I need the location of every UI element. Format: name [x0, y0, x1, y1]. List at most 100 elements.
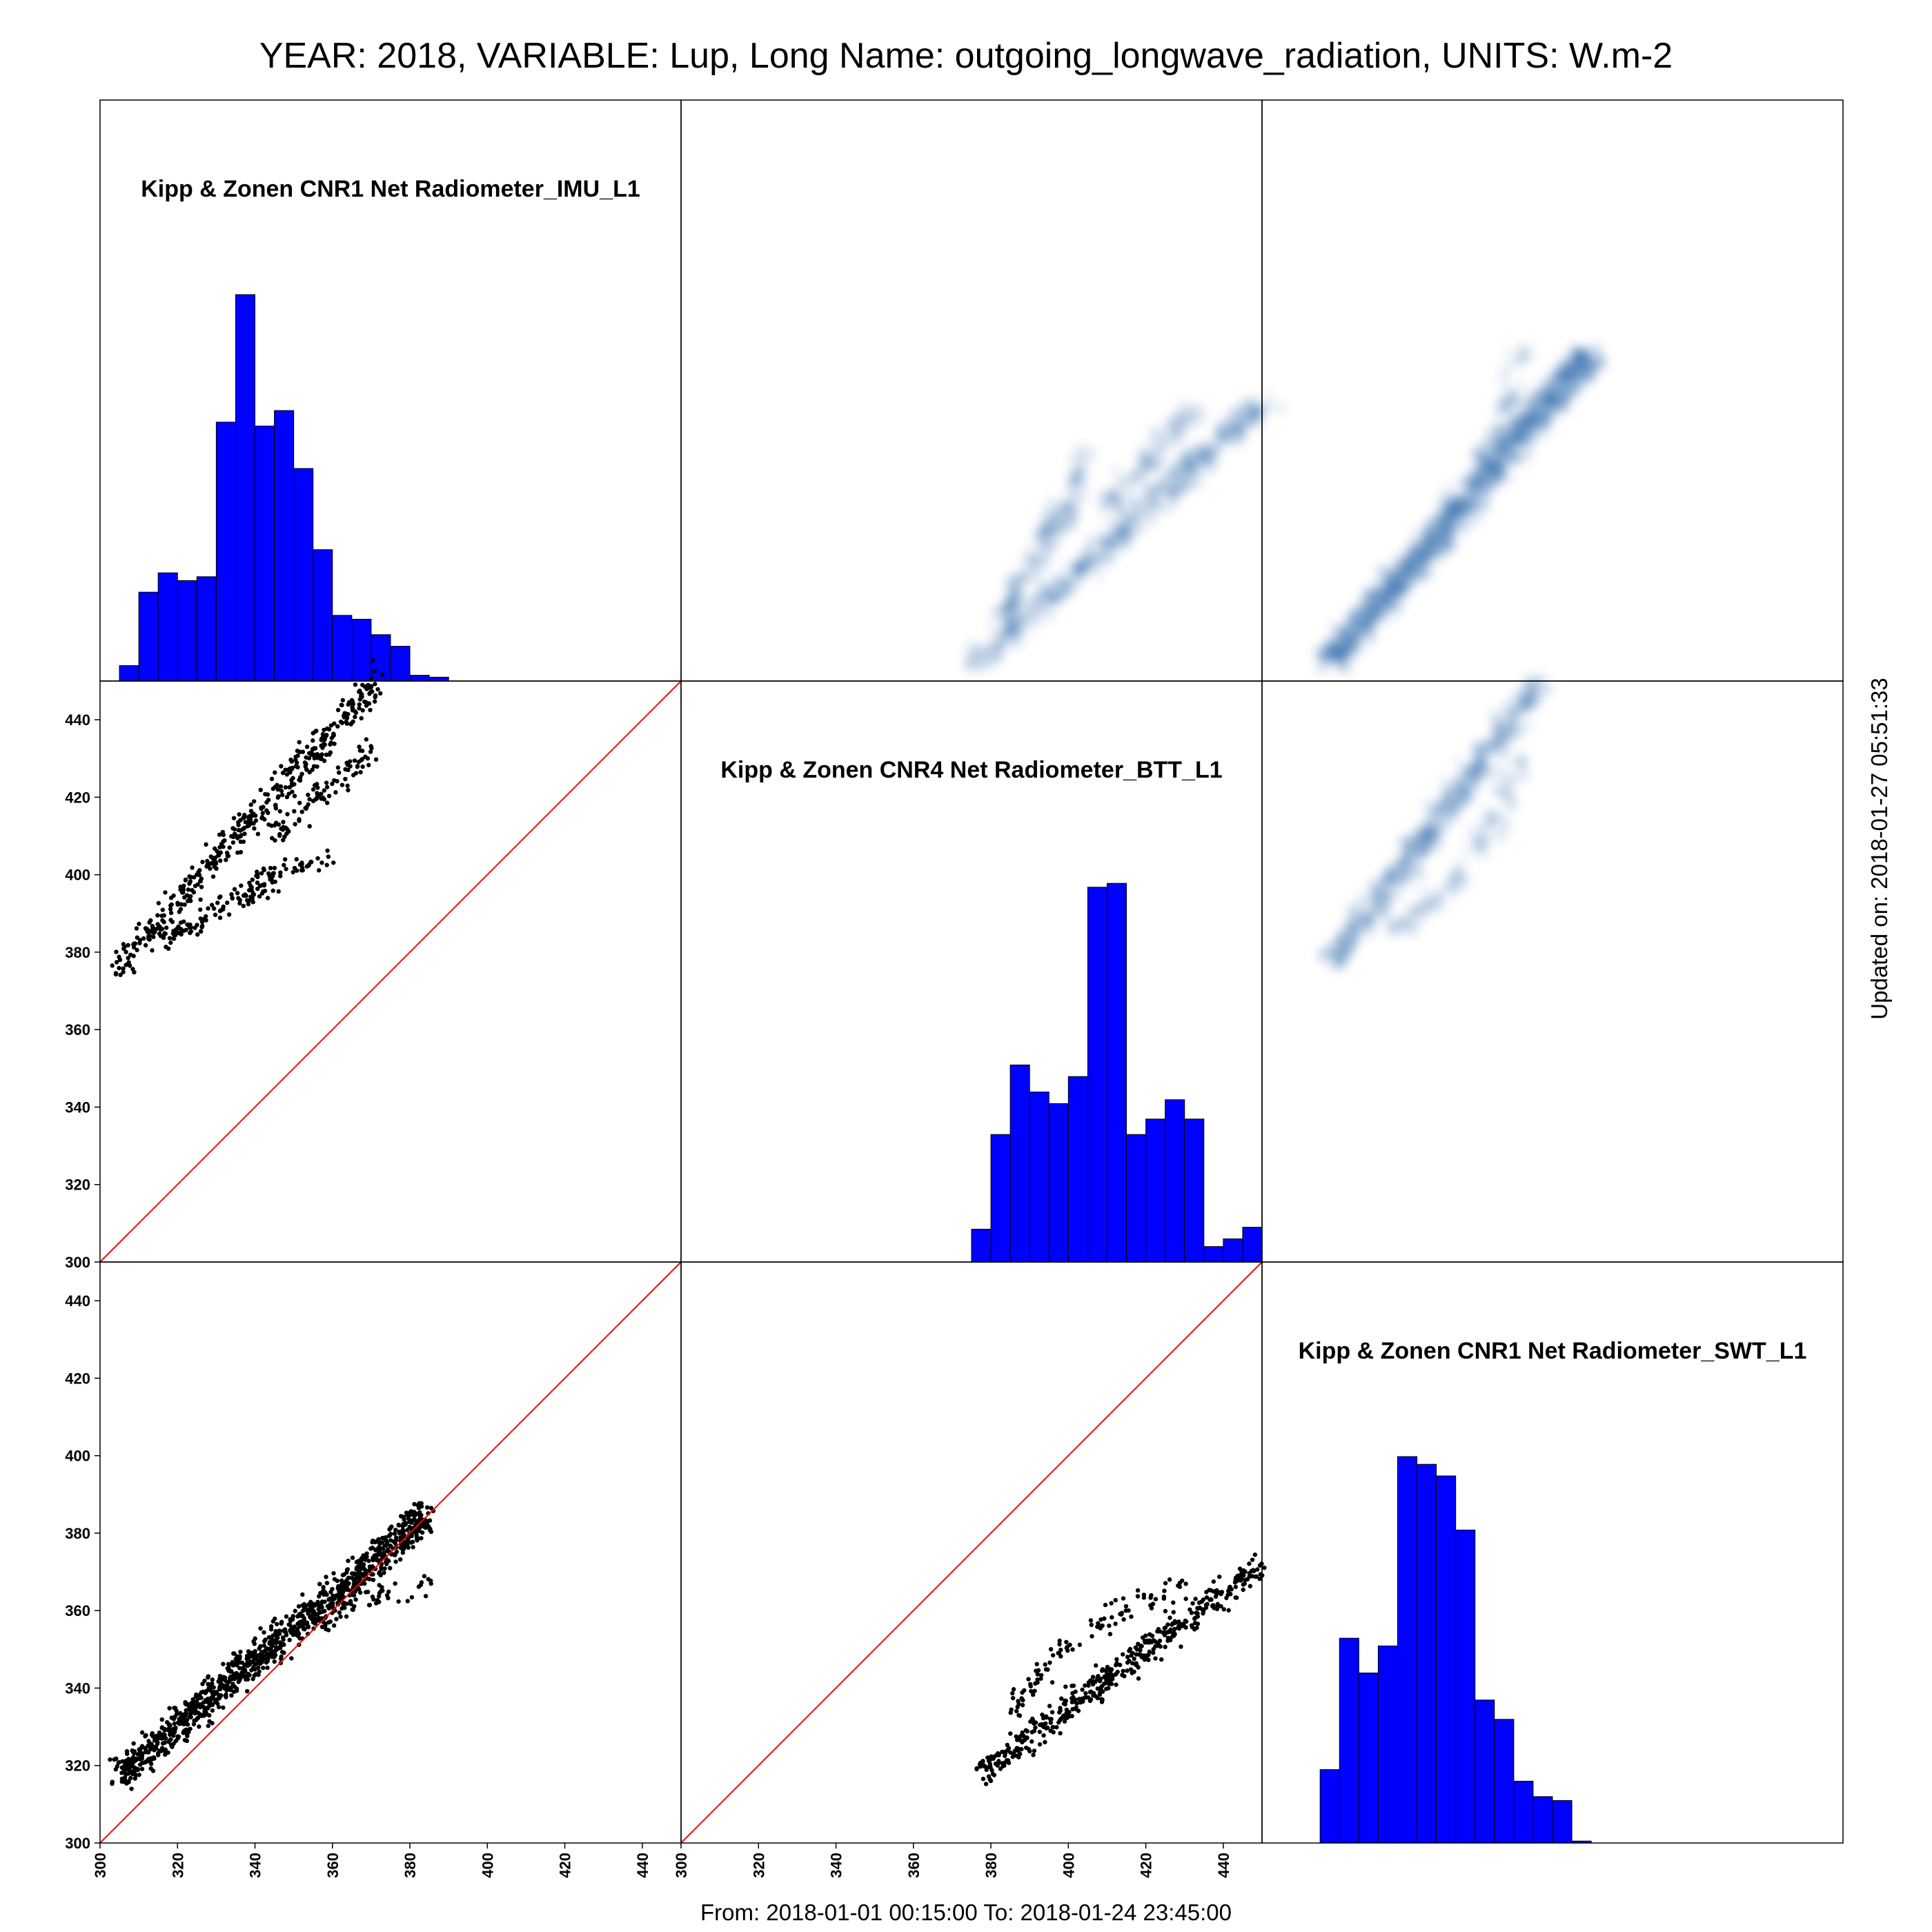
scatter-point	[987, 1777, 992, 1782]
histogram-bar	[351, 618, 372, 682]
scatter-point	[1095, 1686, 1100, 1691]
scatter-point	[1064, 1707, 1070, 1713]
y-tick-label: 340	[65, 1679, 90, 1697]
scatter-point	[1167, 1615, 1172, 1620]
scatter-point	[232, 1651, 237, 1656]
density-blob	[1504, 472, 1517, 485]
panel-title-3: Kipp & Zonen CNR1 Net Radiometer_SWT_L1	[1299, 1338, 1807, 1364]
scatter-point	[217, 1686, 222, 1691]
scatter-point	[238, 849, 244, 855]
scatter-point	[382, 1570, 386, 1575]
scatter-point	[415, 1503, 420, 1508]
y-tick-label: 340	[65, 1098, 90, 1116]
scatter-point	[330, 1598, 335, 1604]
scatter-point	[1171, 1610, 1176, 1615]
histogram-bar	[409, 675, 430, 682]
scatter-point	[143, 1734, 148, 1739]
scatter-point	[342, 1600, 346, 1606]
scatter-point	[265, 896, 270, 900]
scatter-point	[366, 1589, 371, 1595]
scatter-point	[118, 972, 123, 978]
scatter-point	[158, 934, 164, 938]
scatter-point	[126, 960, 131, 965]
scatter-point	[242, 831, 247, 836]
scatter-point	[127, 1768, 132, 1774]
scatter-point	[362, 1581, 367, 1586]
density-blob	[1065, 518, 1078, 531]
scatter-point	[1129, 1614, 1134, 1619]
density-blob	[1248, 408, 1261, 421]
scatter-point	[255, 869, 259, 874]
density-blob	[1420, 896, 1433, 909]
scatter-point	[416, 1584, 422, 1589]
scatter-point	[402, 1543, 406, 1548]
density-blob	[1504, 425, 1517, 438]
scatter-point	[377, 1571, 382, 1576]
density-blob	[1084, 534, 1097, 547]
scatter-point	[293, 822, 297, 827]
scatter-point	[384, 1559, 388, 1565]
scatter-point	[1067, 1642, 1072, 1648]
scatter-point	[385, 1547, 391, 1552]
scatter-point	[376, 1594, 382, 1599]
scatter-point	[417, 1528, 422, 1533]
scatter-point	[389, 1524, 394, 1529]
scatter-point	[1183, 1581, 1188, 1586]
scatter-point	[224, 858, 228, 862]
density-blob	[1379, 613, 1392, 626]
scatter-point	[1194, 1625, 1199, 1630]
scatter-point	[295, 1626, 300, 1631]
density-blob	[1525, 687, 1538, 700]
y-tick-label: 400	[65, 867, 90, 884]
scatter-point	[998, 1766, 1003, 1771]
scatter-point	[1117, 1662, 1123, 1668]
y-tick-label: 440	[65, 711, 90, 729]
histogram-bar	[1029, 1092, 1049, 1263]
scatter-point	[1195, 1606, 1200, 1610]
scatter-point	[261, 866, 266, 871]
scatter-point	[297, 740, 302, 745]
scatter-point	[1232, 1580, 1238, 1585]
scatter-point	[1262, 1565, 1267, 1570]
scatter-point	[184, 1708, 188, 1713]
scatter-point	[356, 1559, 362, 1564]
histogram-bar	[1106, 883, 1127, 1263]
scatter-point	[1010, 1690, 1015, 1696]
scatter-point	[1011, 1687, 1016, 1692]
density-blob	[1063, 506, 1076, 519]
scatter-point	[1163, 1608, 1168, 1614]
scatter-point	[134, 926, 139, 931]
scatter-point	[246, 902, 251, 907]
scatter-point	[172, 1706, 178, 1711]
scatter-point	[1049, 1710, 1055, 1715]
scatter-point	[1204, 1595, 1210, 1600]
density-blob	[1095, 531, 1108, 544]
scatter-point	[364, 687, 369, 691]
scatter-point	[355, 1564, 360, 1569]
scatter-point	[337, 1591, 342, 1597]
scatter-point	[204, 864, 209, 869]
y-tick-label: 300	[65, 1254, 90, 1271]
x-tick-label: 400	[479, 1853, 496, 1878]
scatter-point	[409, 1595, 415, 1600]
density-blob	[1053, 585, 1066, 598]
scatter-point	[264, 800, 269, 805]
scatter-point	[281, 820, 286, 825]
scatter-point	[199, 1695, 204, 1700]
scatter-point	[321, 734, 326, 740]
scatter-point	[1057, 1638, 1062, 1644]
scatter-point	[143, 926, 148, 931]
density-blob	[1410, 538, 1423, 551]
scatter-point	[1049, 1680, 1055, 1685]
scatter-point	[1010, 1695, 1016, 1701]
density-blob	[1378, 592, 1391, 605]
scatter-point	[377, 1560, 382, 1565]
scatter-point	[331, 860, 336, 865]
scatter-point	[198, 916, 203, 921]
scatter-point	[1002, 1749, 1007, 1755]
scatter-point	[247, 887, 252, 893]
scatter-point	[259, 871, 264, 876]
scatter-point	[331, 733, 336, 738]
scatter-point	[174, 927, 179, 932]
density-blob	[1005, 593, 1018, 606]
